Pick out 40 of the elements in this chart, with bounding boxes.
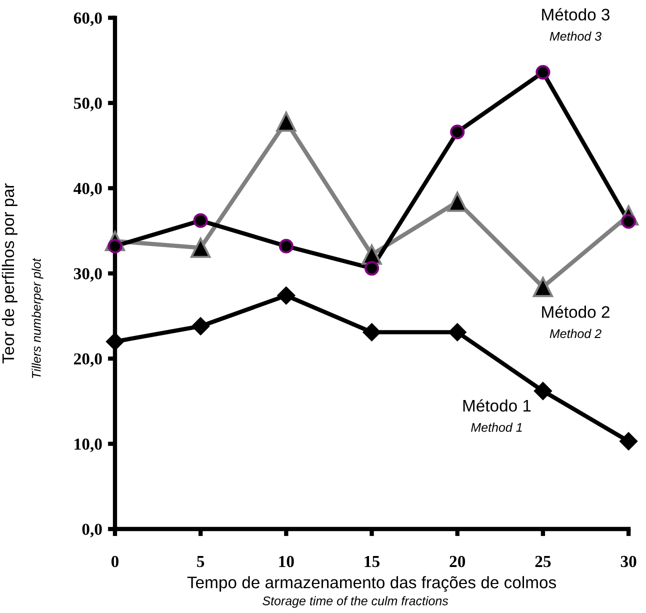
- y-tick-label: 20,0: [74, 353, 102, 367]
- y-tick-label: 60,0: [74, 12, 102, 26]
- point: [448, 323, 466, 342]
- annotation: Method 1: [471, 422, 522, 432]
- point: [276, 112, 296, 132]
- y-tick-label: 40,0: [74, 182, 102, 197]
- text: Tillers numberper plot: [32, 258, 44, 378]
- y-tick-label: 50,0: [74, 98, 102, 112]
- series-label: Método 2: [542, 305, 610, 318]
- point: [278, 238, 294, 254]
- x-tick-label: 20: [450, 556, 466, 568]
- point: [536, 65, 550, 80]
- x-tick-label: 10: [279, 556, 294, 568]
- text: Storage time of the culm fractions: [262, 596, 448, 608]
- text: Método 3: [542, 8, 610, 21]
- point: [620, 432, 638, 450]
- y-axis-title: Teor de perfilhos por par: [2, 183, 18, 364]
- series-label: Método 1: [463, 399, 531, 412]
- y-tick-label: 10,0: [74, 438, 102, 452]
- point: [362, 323, 381, 342]
- point: [193, 213, 208, 228]
- point: [532, 276, 554, 298]
- x-tick-label: 25: [535, 556, 551, 568]
- point: [534, 382, 552, 400]
- point: [447, 192, 468, 212]
- annotation: Method 3: [550, 32, 602, 41]
- x-tick-label: 5: [197, 556, 204, 568]
- x-axis-title: Tempo de armazenamento das frações de colmos: [187, 576, 556, 592]
- y-tick-label: 0,0: [82, 524, 102, 538]
- y-tick-label: 30,0: [74, 268, 102, 282]
- annotation: Method 2: [550, 328, 602, 338]
- point: [277, 286, 296, 304]
- x-tick-label: 0: [111, 556, 119, 568]
- point: [190, 238, 211, 258]
- x-tick-label: 15: [364, 556, 380, 568]
- point: [450, 124, 465, 140]
- x-tick-label: 30: [620, 556, 636, 568]
- point: [192, 317, 210, 336]
- point: [106, 332, 124, 350]
- point: [364, 260, 380, 276]
